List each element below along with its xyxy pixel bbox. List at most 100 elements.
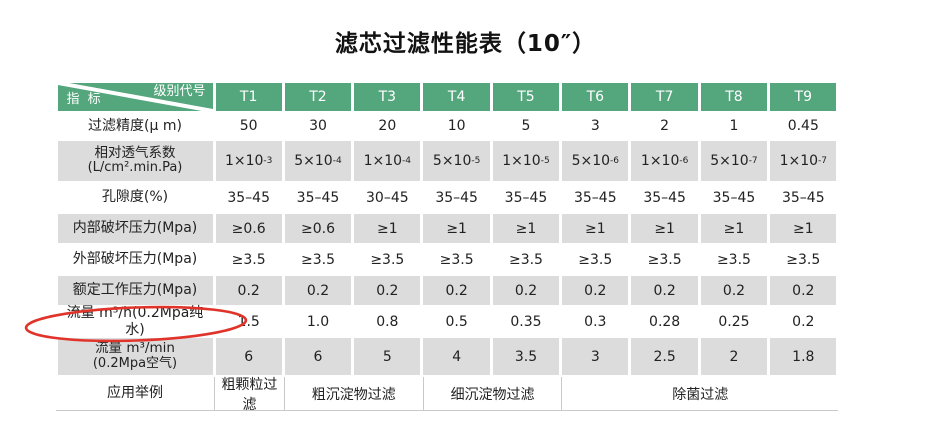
filter-performance-table: 级别代号 指 标 T1 T2 T3 T4 T5 T6 T7 T8 T9 过滤精度… bbox=[56, 82, 838, 413]
table-cell: 50 bbox=[239, 118, 258, 134]
row-label: 外部破坏压力(Mpa) bbox=[72, 251, 198, 268]
table-cell: 30–45 bbox=[366, 189, 409, 206]
row-label-circled: 流量 m³/h(0.2Mpa纯水) bbox=[66, 305, 204, 338]
table-cell: 0.2 bbox=[631, 276, 698, 305]
table-cell: 5 bbox=[521, 118, 531, 134]
table-cell: ≥1 bbox=[423, 214, 490, 243]
application-cell-coarse-sediment: 粗沉淀物过滤 bbox=[283, 377, 423, 410]
table-cell: 1.5 bbox=[237, 313, 260, 330]
application-cell-sterilization: 除菌过滤 bbox=[561, 377, 838, 410]
table-row-internal-burst-pressure: 内部破坏压力(Mpa) ≥0.6 ≥0.6 ≥1 ≥1 ≥1 ≥1 ≥1 ≥1 … bbox=[56, 213, 838, 244]
table-cell: 35–45 bbox=[781, 189, 825, 206]
table-cell: 0.2 bbox=[215, 276, 282, 305]
column-header-t2: T2 bbox=[284, 83, 352, 111]
column-header-t9: T9 bbox=[770, 83, 837, 111]
table-cell: 35–45 bbox=[296, 189, 340, 206]
table-cell: ≥1 bbox=[770, 214, 837, 243]
table-cell: 1×10 -5 bbox=[492, 141, 560, 181]
table-cell: 2 bbox=[700, 338, 768, 375]
table-cell: 0.2 bbox=[284, 276, 352, 305]
table-cell: 0.2 bbox=[562, 276, 629, 305]
column-header-t8: T8 bbox=[700, 83, 768, 111]
table-cell: 3.5 bbox=[492, 338, 560, 375]
table-cell: 0.2 bbox=[792, 313, 815, 330]
row-label: 过滤精度(μ m) bbox=[88, 117, 182, 134]
column-header-t6: T6 bbox=[562, 83, 629, 111]
table-cell: ≥1 bbox=[631, 214, 698, 243]
table-cell: 1×10 -4 bbox=[354, 141, 421, 181]
table-cell: 0.5 bbox=[445, 313, 468, 330]
table-cell: 0.28 bbox=[649, 313, 681, 330]
page-title: 滤芯过滤性能表（10″） bbox=[334, 31, 597, 57]
table-row-permeability-coefficient: 相对透气系数 (L/cm².min.Pa) 1×10 -3 5×10 -4 1×10… bbox=[56, 140, 838, 182]
corner-label-grade: 级别代号 bbox=[153, 84, 206, 99]
table-row-rated-working-pressure: 额定工作压力(Mpa) 0.2 0.2 0.2 0.2 0.2 0.2 0.2 … bbox=[56, 275, 838, 306]
column-header-t7: T7 bbox=[631, 83, 698, 111]
row-label: 相对透气系数 (L/cm².min.Pa) bbox=[57, 141, 213, 181]
table-cell: 4 bbox=[423, 338, 490, 375]
column-header-t4: T4 bbox=[423, 83, 490, 111]
table-header-row: 级别代号 指 标 T1 T2 T3 T4 T5 T6 T7 T8 T9 bbox=[56, 82, 838, 112]
table-cell: 5 bbox=[354, 338, 421, 375]
table-row-porosity: 孔隙度(%) 35–45 35–45 30–45 35–45 35–45 35–… bbox=[56, 182, 838, 213]
table-cell: ≥3.5 bbox=[647, 251, 682, 268]
table-cell: ≥0.6 bbox=[284, 214, 352, 243]
table-cell: ≥0.6 bbox=[215, 214, 282, 243]
table-cell: 20 bbox=[378, 118, 397, 134]
row-label: 额定工作压力(Mpa) bbox=[57, 276, 213, 305]
table-cell: 35–45 bbox=[435, 189, 478, 206]
column-header-t3: T3 bbox=[354, 83, 421, 111]
column-header-t1: T1 bbox=[215, 83, 282, 111]
row-label-line1: 相对透气系数 bbox=[94, 144, 176, 161]
table-cell: 1 bbox=[729, 118, 739, 134]
table-cell: 0.45 bbox=[787, 118, 819, 134]
diagonal-divider bbox=[57, 83, 213, 111]
table-cell: ≥3.5 bbox=[231, 251, 266, 268]
table-cell: 2 bbox=[660, 118, 670, 134]
table-row-filtration-precision: 过滤精度(μ m) 50 30 20 10 5 3 2 1 0.45 bbox=[56, 112, 838, 140]
table-cell: 0.2 bbox=[354, 276, 421, 305]
table-cell: 0.2 bbox=[423, 276, 490, 305]
row-label-line2: (L/cm².min.Pa) bbox=[87, 160, 183, 176]
table-cell: 5×10 -7 bbox=[700, 141, 768, 181]
table-cell: 6 bbox=[284, 338, 352, 375]
table-cell: 0.2 bbox=[492, 276, 560, 305]
table-cell: 5×10 -4 bbox=[284, 141, 352, 181]
table-cell: ≥1 bbox=[492, 214, 560, 243]
table-cell: 35–45 bbox=[504, 189, 548, 206]
table-cell: ≥3.5 bbox=[300, 251, 335, 268]
table-cell: 0.25 bbox=[718, 313, 750, 330]
row-label: 孔隙度(%) bbox=[101, 189, 169, 206]
table-row-application-examples: 应用举例 粗颗粒过滤 粗沉淀物过滤 细沉淀物过滤 除菌过滤 bbox=[56, 377, 838, 413]
column-header-t5: T5 bbox=[492, 83, 560, 111]
row-label-line2: (0.2Mpa空气) bbox=[92, 355, 178, 371]
table-cell: ≥3.5 bbox=[716, 251, 751, 268]
table-cell: 5×10 -6 bbox=[562, 141, 629, 181]
table-cell: ≥3.5 bbox=[370, 251, 405, 268]
table-cell: ≥1 bbox=[354, 214, 421, 243]
table-cell: 6 bbox=[215, 338, 282, 375]
table-cell: 35–45 bbox=[712, 189, 756, 206]
table-cell: 0.35 bbox=[510, 313, 542, 330]
table-cell: ≥3.5 bbox=[578, 251, 613, 268]
table-cell: 0.2 bbox=[770, 276, 837, 305]
table-cell: 1.8 bbox=[770, 338, 837, 375]
row-label-line1: 流量 m³/min bbox=[95, 340, 175, 357]
table-cell: 3 bbox=[590, 118, 600, 134]
table-cell: 0.8 bbox=[376, 313, 399, 330]
corner-header-cell: 级别代号 指 标 bbox=[57, 83, 213, 111]
table-cell: ≥1 bbox=[562, 214, 629, 243]
row-label: 应用举例 bbox=[107, 385, 163, 402]
table-cell: 1.0 bbox=[306, 313, 330, 330]
table-cell: ≥3.5 bbox=[508, 251, 543, 268]
table-cell: 35–45 bbox=[573, 189, 617, 206]
table-cell: 0.3 bbox=[584, 313, 607, 330]
table-cell: 5×10 -5 bbox=[423, 141, 490, 181]
table-cell: 30 bbox=[309, 118, 327, 134]
table-cell: 1×10 -3 bbox=[215, 141, 282, 181]
row-label: 流量 m³/min (0.2Mpa空气) bbox=[57, 338, 213, 375]
table-cell: 35–45 bbox=[227, 189, 270, 206]
table-cell: ≥3.5 bbox=[439, 251, 474, 268]
application-cell-coarse-particle: 粗颗粒过滤 bbox=[214, 377, 284, 413]
table-row-flow-air: 流量 m³/min (0.2Mpa空气) 6 6 5 4 3.5 3 2.5 2… bbox=[56, 337, 838, 376]
